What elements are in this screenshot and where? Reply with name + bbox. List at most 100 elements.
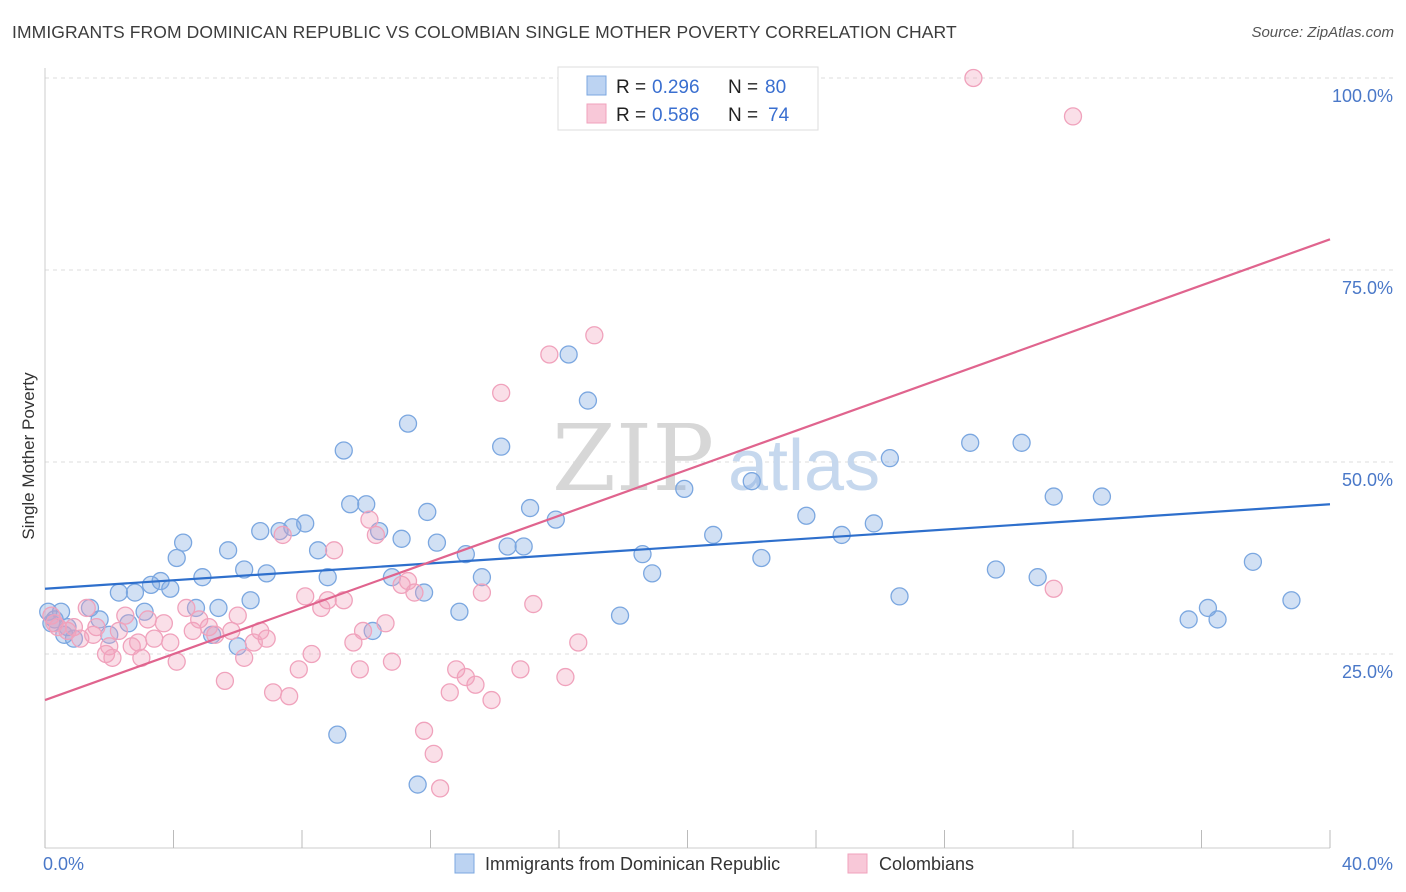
dominican-point-60	[797, 506, 816, 525]
x-tick-labels: 0.0% 40.0%	[43, 854, 1393, 874]
legend-label-dominican: Immigrants from Dominican Republic	[485, 854, 780, 874]
dominican-point-65	[961, 433, 980, 452]
legend-swatch-colombian	[847, 853, 868, 874]
dominican-point-14	[161, 579, 180, 598]
dominican-point-70	[1092, 487, 1112, 506]
colombian-point-50	[430, 779, 450, 798]
colombian-point-25	[235, 648, 254, 667]
colombian-point-60	[540, 345, 559, 364]
legend: Immigrants from Dominican Republic Colom…	[454, 853, 974, 874]
colombian-point-30	[273, 525, 292, 545]
colombian-point-48	[414, 721, 434, 740]
watermark-atlas: atlas	[728, 426, 880, 506]
colombian-point-15	[161, 633, 180, 652]
trend-line-dominican	[44, 503, 1331, 590]
colombian-point-56	[482, 690, 501, 710]
stats-n-label-blue: N =	[728, 77, 758, 98]
dominican-point-17	[186, 598, 206, 618]
dominican-point-68	[1028, 568, 1047, 587]
dominican-point-66	[986, 560, 1006, 579]
colombian-point-8	[109, 621, 129, 641]
colombian-point-43	[376, 614, 395, 633]
chart-title: IMMIGRANTS FROM DOMINICAN REPUBLIC VS CO…	[12, 22, 957, 42]
colombian-point-4	[77, 598, 96, 618]
dominican-point-53	[610, 606, 630, 625]
watermark-zip: ZIP	[552, 405, 714, 512]
dominican-point-40	[414, 583, 434, 602]
y-tick-label-1: 50.0%	[1342, 470, 1393, 490]
dominican-point-34	[357, 495, 376, 514]
dominican-point-57	[704, 525, 723, 545]
dominican-point-64	[890, 587, 909, 606]
stats-box: R = 0.296 N = 80 R = 0.586 N = 74	[557, 66, 819, 131]
stats-n-value-blue: 80	[765, 77, 786, 98]
dominican-point-24	[241, 591, 260, 610]
legend-label-colombian: Colombians	[879, 854, 974, 874]
colombian-point-17	[177, 598, 196, 618]
colombian-point-73	[353, 621, 373, 641]
dominican-point-59	[752, 548, 771, 568]
colombian-point-11	[129, 633, 148, 652]
stats-r-label-blue: R =	[616, 77, 646, 98]
colombian-point-63	[585, 326, 604, 345]
y-tick-label-2: 75.0%	[1342, 278, 1393, 298]
colombian-point-52	[447, 660, 466, 679]
stats-n-label-pink: N =	[728, 105, 758, 126]
colombian-point-58	[511, 660, 530, 679]
dominican-point-76	[408, 775, 427, 794]
colombian-point-49	[424, 744, 443, 763]
colombian-point-24	[228, 606, 247, 625]
source-credit: Source: ZipAtlas.com	[1251, 24, 1394, 41]
colombian-point-46	[398, 571, 418, 591]
colombian-point-33	[296, 587, 315, 606]
colombian-point-47	[405, 583, 424, 602]
y-tick-label-0: 25.0%	[1342, 662, 1393, 682]
watermark: ZIP atlas	[552, 405, 880, 512]
dominican-point-21	[218, 541, 238, 560]
dominican-point-56	[675, 479, 694, 499]
dominican-point-42	[427, 533, 447, 552]
colombian-point-12	[138, 610, 157, 629]
dominican-point-46	[492, 437, 511, 456]
dominican-point-23	[235, 560, 254, 579]
dominican-point-55	[643, 564, 662, 583]
colombian-point-66	[1044, 579, 1063, 598]
colombian-point-44	[382, 652, 402, 671]
stats-swatch-pink	[586, 103, 607, 124]
dominican-point-71	[1179, 610, 1198, 629]
colombian-point-13	[145, 629, 164, 648]
dominican-point-62	[864, 514, 883, 533]
colombian-point-70	[84, 625, 103, 644]
dominican-point-52	[578, 391, 598, 410]
stats-r-value-blue: 0.296	[652, 77, 700, 98]
x-tick-label-min: 0.0%	[43, 854, 84, 874]
dominican-point-38	[392, 529, 411, 548]
colombian-point-28	[257, 629, 276, 648]
colombian-point-68	[45, 614, 64, 633]
dominican-point-25	[251, 521, 270, 541]
dominican-point-49	[520, 498, 540, 518]
legend-swatch-dominican	[454, 853, 475, 874]
dominican-point-48	[514, 537, 533, 556]
colombian-point-19	[190, 610, 209, 629]
dominican-point-39	[398, 414, 418, 433]
colombian-point-34	[302, 644, 321, 664]
dominican-point-47	[498, 537, 517, 556]
dominican-point-15	[167, 548, 186, 568]
colombian-point-53	[456, 667, 475, 687]
colombian-point-38	[334, 591, 353, 610]
colombian-point-71	[100, 637, 119, 656]
colombian-point-37	[324, 541, 344, 560]
trend-lines	[44, 238, 1331, 702]
colombian-point-62	[569, 633, 588, 652]
dominican-point-29	[296, 514, 315, 533]
trend-line-colombian	[44, 238, 1331, 702]
dominican-point-58	[742, 472, 761, 491]
dominican-point-74	[1243, 552, 1263, 571]
dominican-point-8	[109, 583, 129, 602]
colombian-point-51	[440, 683, 459, 702]
dominican-point-69	[1044, 487, 1063, 506]
colombian-point-7	[103, 648, 122, 667]
colombian-point-32	[289, 660, 308, 679]
